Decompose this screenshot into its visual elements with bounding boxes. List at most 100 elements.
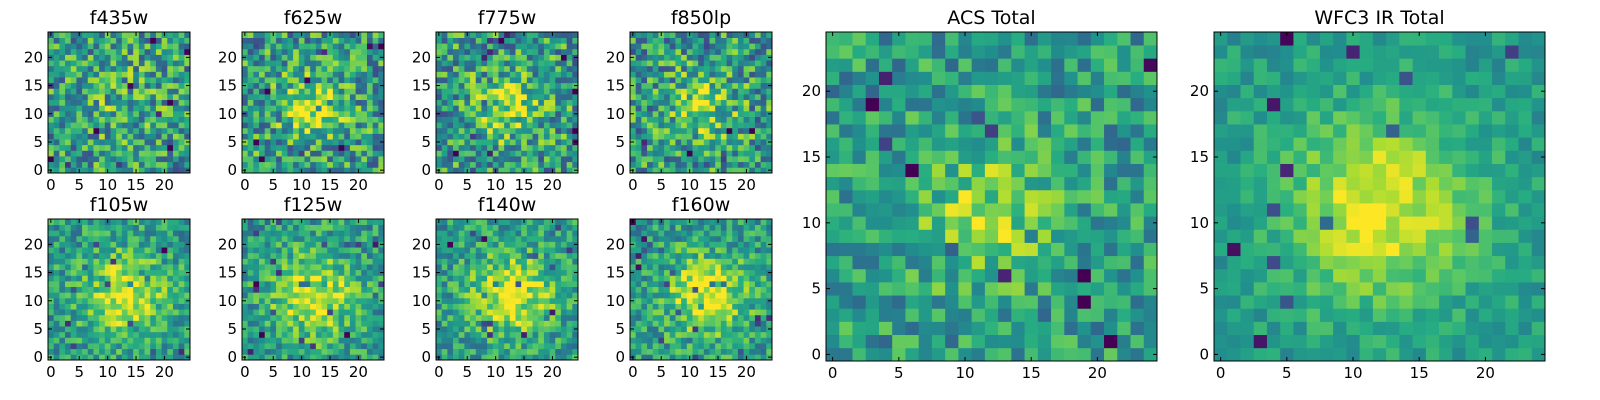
heatmap-cell [447, 54, 454, 61]
heatmap-cell [526, 230, 533, 237]
heatmap-cell [732, 320, 739, 327]
heatmap-cell [487, 314, 494, 321]
heatmap-cell [355, 116, 362, 123]
heatmap-cell [270, 343, 277, 350]
heatmap-cell [543, 82, 550, 89]
heatmap-cell [321, 348, 328, 355]
heatmap-cell [766, 150, 773, 157]
heatmap-cell [253, 99, 260, 106]
heatmap-cell [121, 150, 128, 157]
heatmap-cell [76, 43, 83, 50]
heatmap-cell [692, 309, 699, 316]
heatmap-cell [453, 241, 460, 248]
heatmap-cell [453, 224, 460, 231]
heatmap-cell [59, 286, 66, 293]
heatmap-cell [658, 37, 665, 44]
heatmap-cell [715, 127, 722, 134]
heatmap-cell [321, 258, 328, 265]
heatmap-cell [372, 241, 379, 248]
heatmap-cell [344, 331, 351, 338]
heatmap-cell [737, 326, 744, 333]
heatmap-cell [287, 116, 294, 123]
heatmap-cell [87, 247, 94, 254]
heatmap-cell [447, 281, 454, 288]
heatmap-cell [259, 167, 266, 174]
heatmap-cell [110, 122, 117, 129]
heatmap-cell [332, 320, 339, 327]
heatmap-cell [481, 230, 488, 237]
heatmap-cell [259, 94, 266, 101]
x-tick-label: 5 [462, 363, 472, 381]
heatmap-cell [703, 133, 710, 140]
heatmap-cell [259, 331, 266, 338]
heatmap-cell [349, 37, 356, 44]
heatmap-cell [664, 43, 671, 50]
heatmap-cell [87, 230, 94, 237]
heatmap-cell [760, 292, 767, 299]
heatmap-cell [447, 348, 454, 355]
heatmap-cell [110, 337, 117, 344]
heatmap-cell [332, 54, 339, 61]
heatmap-cell [310, 110, 317, 117]
heatmap-cell [675, 161, 682, 168]
heatmap-cell [378, 303, 385, 310]
heatmap-cell [349, 139, 356, 146]
heatmap-cell [332, 337, 339, 344]
heatmap-cell [378, 348, 385, 355]
heatmap-cell [372, 60, 379, 67]
heatmap-cell [321, 337, 328, 344]
heatmap-cell [572, 127, 579, 134]
heatmap-cell [732, 150, 739, 157]
y-tick-label: 0 [33, 161, 43, 179]
heatmap-cell [293, 65, 300, 72]
heatmap-cell [155, 37, 162, 44]
heatmap-cell [161, 156, 168, 163]
heatmap-cell [492, 281, 499, 288]
heatmap-cell [560, 60, 567, 67]
heatmap-cell [281, 71, 288, 78]
heatmap-cell [281, 116, 288, 123]
heatmap-cell [481, 297, 488, 304]
heatmap-cell [184, 60, 191, 67]
heatmap-cell [110, 127, 117, 134]
y-tick-label: 5 [421, 133, 431, 151]
heatmap-cell [630, 133, 637, 140]
heatmap-cell [87, 122, 94, 129]
heatmap-cell [686, 337, 693, 344]
heatmap-cell [178, 264, 185, 271]
heatmap-cell [70, 286, 77, 293]
heatmap-cell [692, 48, 699, 55]
heatmap-cell [327, 48, 334, 55]
heatmap-cell [349, 133, 356, 140]
heatmap-cell [692, 314, 699, 321]
heatmap-cell [53, 343, 60, 350]
heatmap-cell [99, 105, 106, 112]
heatmap-cell [475, 219, 482, 225]
heatmap-cell [464, 77, 471, 84]
heatmap-cell [82, 32, 89, 38]
heatmap-cell [549, 292, 556, 299]
heatmap-cell [526, 82, 533, 89]
heatmap-cell [253, 275, 260, 282]
heatmap-cell [133, 156, 140, 163]
heatmap-cell [259, 292, 266, 299]
heatmap-cell [743, 309, 750, 316]
heatmap-cell [641, 292, 648, 299]
heatmap-cell [669, 314, 676, 321]
heatmap-cell [458, 281, 465, 288]
heatmap-cell [458, 326, 465, 333]
heatmap-cell [276, 269, 283, 276]
heatmap-cell [321, 303, 328, 310]
heatmap-cell [133, 94, 140, 101]
heatmap-cell [281, 82, 288, 89]
heatmap-cell [441, 37, 448, 44]
heatmap-cell [703, 343, 710, 350]
heatmap-cell [526, 297, 533, 304]
heatmap-cell [247, 275, 254, 282]
heatmap-cell [709, 354, 716, 361]
heatmap-cell [99, 167, 106, 174]
heatmap-cell [287, 48, 294, 55]
heatmap-cell [332, 82, 339, 89]
heatmap-cell [686, 320, 693, 327]
heatmap-cell [121, 94, 128, 101]
